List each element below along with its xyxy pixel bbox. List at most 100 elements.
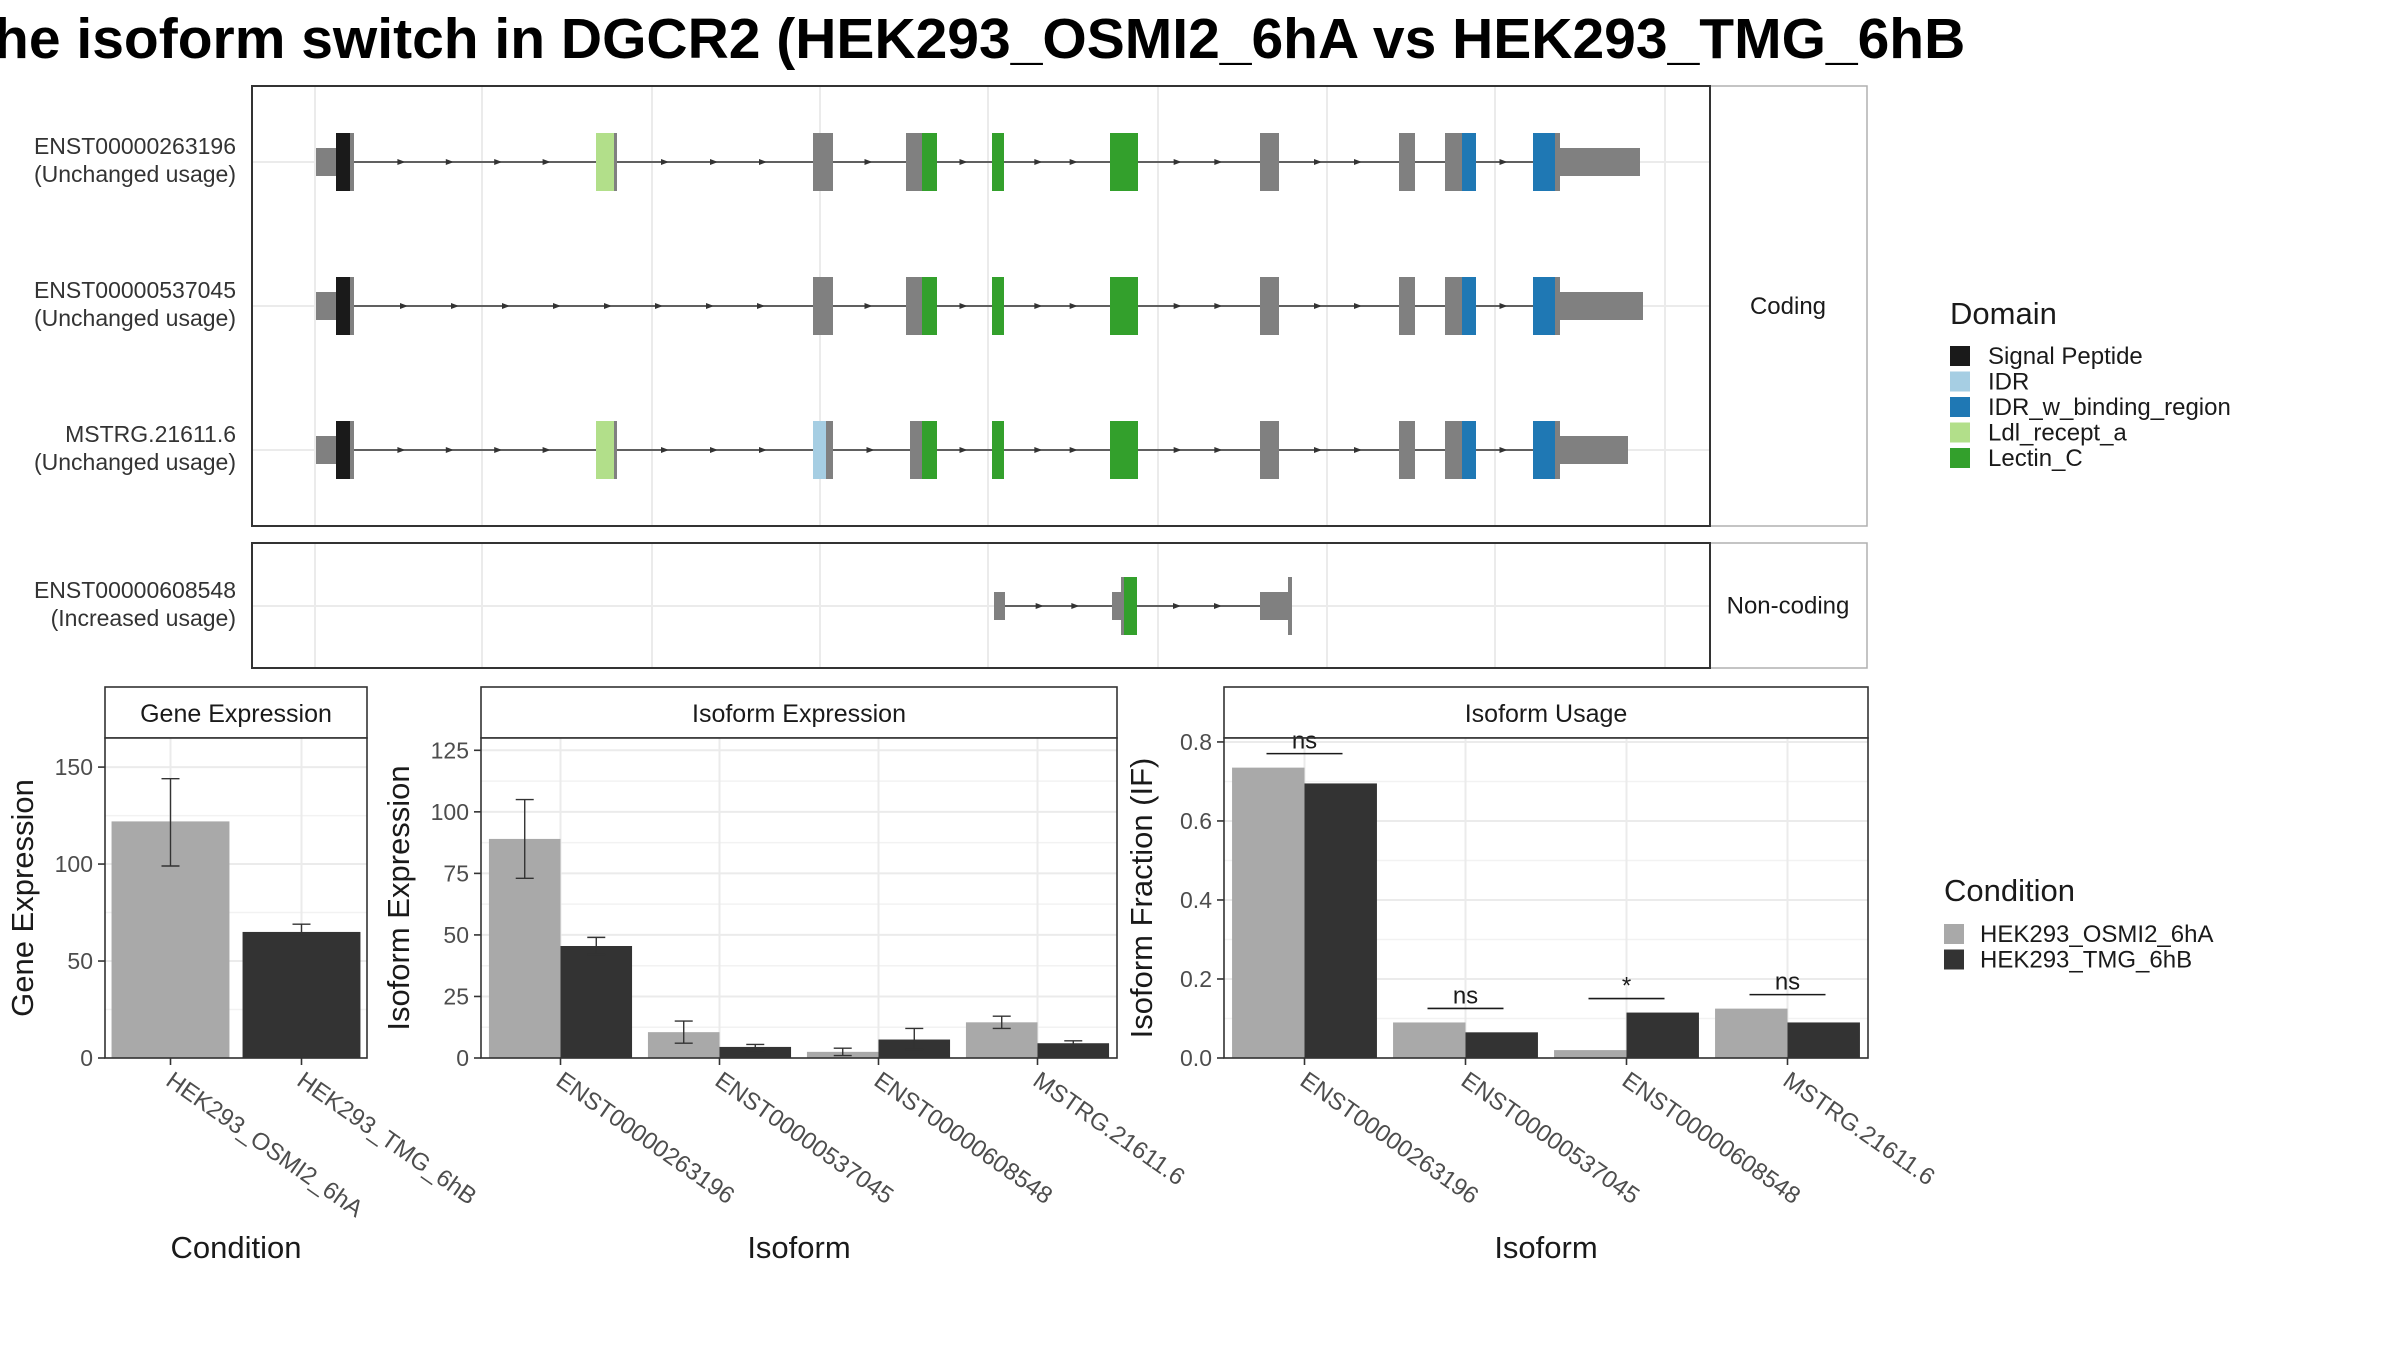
intron-arrow	[655, 303, 663, 309]
domain-segment	[922, 133, 937, 191]
exon	[1121, 577, 1124, 635]
domain-segment	[1124, 577, 1137, 635]
exon	[1260, 592, 1288, 620]
transcript-id-label: ENST00000263196	[34, 133, 236, 159]
legend-label: IDR_w_binding_region	[1988, 394, 2231, 421]
intron-arrow	[661, 447, 669, 453]
y-tick-label: 0.4	[1180, 887, 1212, 913]
y-tick-label: 50	[443, 922, 469, 948]
y-tick-label: 75	[443, 860, 469, 886]
domain-segment	[336, 133, 350, 191]
legend-swatch	[1950, 397, 1970, 417]
domain-segment	[922, 277, 937, 335]
exon	[1560, 436, 1628, 464]
domain-segment	[596, 421, 614, 479]
bar	[719, 1046, 792, 1058]
exon	[826, 421, 833, 479]
exon	[906, 277, 922, 335]
intron-arrow	[710, 159, 718, 165]
intron-arrow	[1034, 303, 1043, 309]
intron-arrow	[1214, 447, 1223, 453]
exon	[316, 436, 336, 464]
exon	[1445, 421, 1462, 479]
intron-arrow	[1499, 303, 1508, 309]
legend-swatch	[1950, 422, 1970, 443]
bar	[1626, 1012, 1699, 1058]
chart-frame	[480, 737, 1118, 1059]
exon	[350, 277, 354, 335]
intron-arrow	[1314, 447, 1322, 453]
chart-frame	[104, 737, 368, 1059]
exon	[1399, 133, 1415, 191]
intron-arrow	[1214, 159, 1223, 165]
condition-legend-title: Condition	[1944, 873, 2075, 908]
domain-segment	[1462, 277, 1476, 335]
chart-title: Isoform Usage	[1465, 700, 1628, 728]
domain-segment	[992, 421, 1004, 479]
legend-label: Ldl_recept_a	[1988, 420, 2127, 447]
panel-strip	[1709, 85, 1868, 527]
domain-segment	[1110, 277, 1138, 335]
bar	[1393, 1022, 1466, 1058]
panel-strip	[1709, 542, 1868, 669]
intron-arrow	[445, 159, 454, 165]
intron-arrow	[757, 303, 765, 309]
intron-arrow	[1214, 603, 1222, 609]
significance-label: ns	[1292, 728, 1317, 755]
transcript-usage-label: (Unchanged usage)	[34, 449, 236, 475]
intron-arrow	[445, 447, 454, 453]
exon	[350, 133, 354, 191]
y-axis-title: Gene Expression	[5, 779, 40, 1017]
intron-arrow	[1314, 303, 1322, 309]
exon	[350, 421, 354, 479]
transcript-usage-label: (Increased usage)	[51, 605, 236, 631]
chart-strip	[480, 686, 1118, 739]
intron-arrow	[1034, 447, 1043, 453]
exon	[994, 592, 1005, 620]
legend-label: HEK293_OSMI2_6hA	[1980, 921, 2213, 948]
exon	[1288, 577, 1292, 635]
exon	[910, 421, 922, 479]
intron-arrow	[1071, 603, 1080, 609]
x-tick-label: MSTRG.21611.6	[1778, 1067, 1940, 1191]
bar	[1465, 1032, 1538, 1058]
plot-title: he isoform switch in DGCR2 (HEK293_OSMI2…	[0, 7, 1965, 71]
y-tick-label: 125	[431, 737, 469, 763]
exon	[906, 133, 922, 191]
y-tick-label: 0.6	[1180, 808, 1212, 834]
transcript-usage-label: (Unchanged usage)	[34, 161, 236, 187]
transcript-ENST00000608548	[252, 577, 1710, 635]
exon	[813, 133, 833, 191]
intron-arrow	[959, 303, 968, 309]
intron-arrow	[710, 447, 718, 453]
legend-label: IDR	[1988, 369, 2029, 396]
intron-arrow	[1069, 159, 1078, 165]
y-tick-label: 25	[443, 983, 469, 1009]
intron-arrow	[1034, 159, 1043, 165]
chart-strip	[1223, 686, 1869, 739]
domain-segment	[336, 421, 350, 479]
intron-arrow	[1173, 603, 1181, 609]
y-tick-label: 0	[80, 1045, 93, 1071]
intron-arrow	[759, 447, 767, 453]
significance-label: ns	[1775, 969, 1800, 996]
domain-legend-title: Domain	[1950, 296, 2057, 331]
x-axis-title: Isoform	[1494, 1230, 1597, 1265]
intron-arrow	[959, 159, 968, 165]
bar	[1554, 1050, 1627, 1058]
intron-arrow	[864, 159, 873, 165]
intron-arrow	[1069, 303, 1078, 309]
chart-frame	[1223, 737, 1869, 1059]
y-tick-label: 150	[55, 754, 93, 780]
y-tick-label: 50	[67, 948, 93, 974]
domain-segment	[1533, 133, 1555, 191]
intron-arrow	[1173, 303, 1182, 309]
intron-arrow	[1069, 447, 1078, 453]
exon	[614, 133, 617, 191]
x-axis-title: Isoform	[747, 1230, 850, 1265]
y-tick-label: 0.2	[1180, 966, 1212, 992]
panel-border	[251, 85, 1711, 527]
intron-arrow	[502, 303, 510, 309]
